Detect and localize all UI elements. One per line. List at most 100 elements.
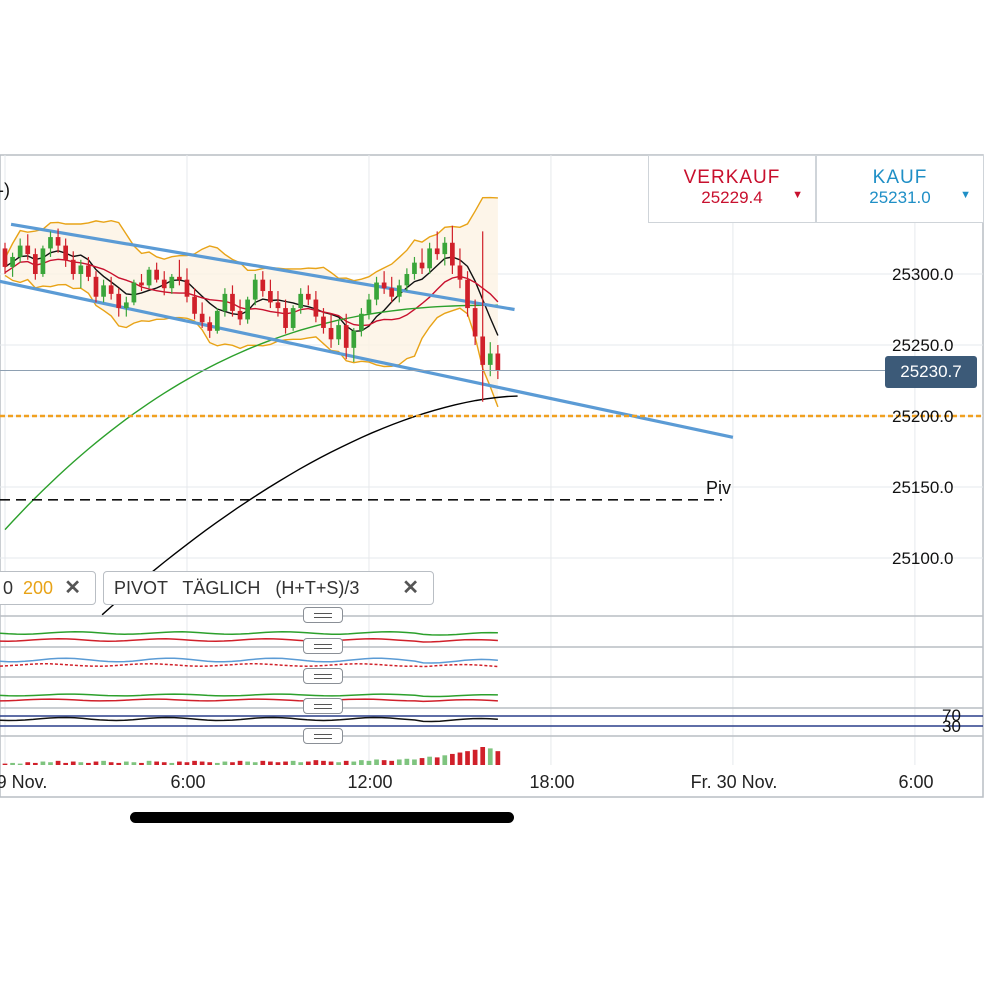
volume-bar [290, 760, 296, 765]
pivot-chip[interactable]: PIVOT TÄGLICH (H+T+S)/3 ✕ [103, 571, 434, 605]
volume-bar [177, 761, 182, 765]
volume-bar [419, 758, 425, 765]
candle-body [230, 293, 235, 311]
rsi-line [0, 716, 498, 723]
candle-body [351, 330, 357, 348]
candle-body [192, 296, 197, 314]
y-tick-label: 25300.0 [892, 265, 954, 284]
volume-bar [450, 753, 455, 765]
sell-value: 25229.4 [701, 188, 763, 207]
candle-body [328, 327, 334, 340]
adx-green-line [0, 693, 498, 698]
volume-bar [108, 762, 114, 765]
volume-bar [48, 762, 53, 765]
pivot-chip-label: PIVOT TÄGLICH (H+T+S)/3 [114, 578, 360, 598]
buy-value: 25231.0 [869, 188, 931, 207]
rsi-level-label: 30 [942, 717, 961, 736]
rsi-level-label: 70 [942, 706, 961, 725]
volume-bar [184, 762, 190, 765]
volume-bar [381, 760, 387, 765]
volume-bar [427, 756, 432, 765]
bollinger-upper [4, 196, 498, 282]
pane-resize-handle[interactable] [303, 607, 343, 623]
candle-body [214, 310, 220, 331]
pane-resize-handle[interactable] [303, 728, 343, 744]
candle-body [480, 336, 486, 365]
candle-body [123, 302, 129, 309]
candle-body [343, 325, 349, 348]
close-icon[interactable]: ✕ [64, 577, 81, 599]
candle-body [359, 313, 364, 331]
candle-body [25, 245, 31, 255]
indicator-panes [0, 615, 983, 737]
volume-bar [374, 759, 379, 765]
candle-body [86, 265, 91, 277]
volume-bar [252, 762, 258, 765]
pane-resize-handle[interactable] [303, 638, 343, 654]
volume-bar [487, 748, 493, 765]
volume-bar [214, 762, 220, 765]
moving-averages [4, 250, 518, 616]
home-indicator[interactable] [130, 812, 514, 823]
candle-body [374, 282, 379, 300]
buy-label: KAUF [872, 167, 928, 188]
candle-body [252, 279, 258, 300]
volume-bar [442, 755, 448, 765]
volume-bar [230, 762, 235, 765]
close-icon[interactable]: ✕ [402, 577, 419, 599]
pane-resize-handle[interactable] [303, 668, 343, 684]
volume-bar [305, 761, 311, 765]
sell-quote[interactable]: VERKAUF 25229.4 ▼ [648, 155, 816, 223]
volume-bar [86, 762, 91, 765]
sma-green-line [4, 304, 498, 531]
candle-body [40, 248, 46, 274]
candle-body [450, 242, 455, 266]
x-tick-label: 12:00 [347, 772, 393, 792]
volume-bar [343, 760, 349, 765]
volume-bar [283, 761, 288, 765]
x-tick-label: 6:00 [898, 772, 934, 792]
candle-body [222, 293, 228, 311]
candle-body [313, 299, 319, 317]
volume-bar [169, 762, 175, 765]
candle-body [465, 279, 470, 309]
volume-bar [359, 760, 364, 765]
bollinger-bands [4, 196, 499, 408]
candle-body [298, 293, 304, 309]
candle-body [321, 316, 326, 328]
volume-bar [154, 761, 160, 765]
candle-body [389, 288, 395, 297]
candle-body [283, 308, 288, 328]
volume-bar [146, 760, 152, 765]
buy-quote[interactable]: KAUF 25231.0 ▼ [816, 155, 984, 223]
trend-channel [0, 222, 734, 439]
candle-body [412, 262, 417, 274]
candle-body [268, 291, 273, 303]
candle-body [427, 248, 432, 269]
volume-bar [78, 762, 84, 765]
candle-body [457, 265, 463, 280]
pivot-label: Piv [706, 478, 732, 498]
volume-bar [260, 760, 266, 765]
candle-body [396, 285, 402, 297]
candle-body [381, 282, 387, 289]
stoch-blue-line [0, 657, 498, 664]
volume-bar [389, 760, 395, 765]
moving-average-chip[interactable]: 0 200 ✕ [0, 571, 96, 605]
volume-bar [10, 762, 15, 765]
volume-bar [93, 761, 99, 765]
volume-bar [404, 758, 410, 765]
volume-bar [55, 760, 61, 765]
volume-bar [366, 760, 372, 765]
volume-bar [101, 760, 106, 765]
pane-resize-handle[interactable] [303, 698, 343, 714]
candle-body [146, 269, 152, 286]
candle-body [48, 237, 53, 249]
volume-bar [313, 760, 319, 765]
x-tick-label: 9 Nov. [0, 772, 48, 792]
candle-body [472, 308, 478, 337]
candle-body [116, 293, 122, 309]
candle-body [207, 322, 213, 331]
x-tick-label: 6:00 [170, 772, 206, 792]
